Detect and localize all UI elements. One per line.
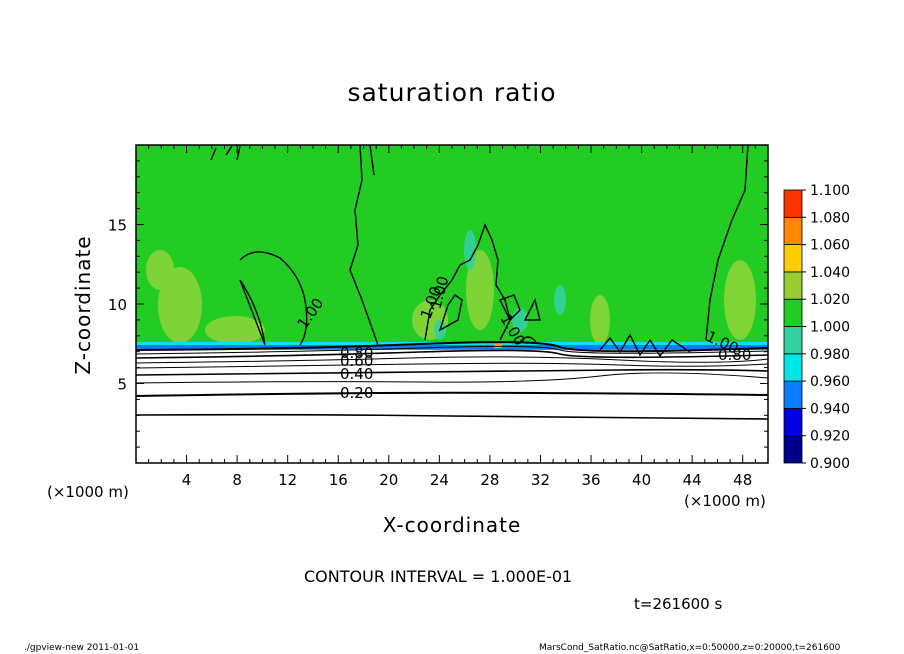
y-axis-label: Z-coordinate [71,235,95,375]
y-tick-label: 10 [108,296,127,314]
colorbar-label: 1.060 [810,238,850,254]
x-tick-label: 32 [531,471,550,489]
colorbar-label: 1.080 [810,210,850,226]
colorbar-swatch [783,189,803,218]
colorbar-swatch [783,298,803,327]
x-tick-label: 24 [430,471,449,489]
x-tick-label: 8 [232,471,242,489]
colorbar-swatch [783,244,803,273]
contour-label: 0.80 [340,344,373,362]
saturation-contours [210,145,749,358]
field-white [136,350,768,463]
contour-label: 0.60 [340,352,373,370]
contour-label: 0.20 [340,384,373,402]
contour-label: 0.40 [340,365,373,383]
plot-area: 0.20 0.40 0.60 0.80 1.00 1.00 1.00 1.00 … [136,145,768,463]
colorbar-swatch [783,271,803,300]
lower-contours [136,341,768,420]
x-axis: 4 8 12 16 20 24 28 32 36 40 44 48 [148,145,756,489]
colorbar-label: 0.920 [810,429,850,445]
x-axis-label: X-coordinate [382,513,522,537]
x-tick-label: 44 [683,471,702,489]
colorbar-label: 1.000 [810,320,850,336]
x-tick-label: 20 [379,471,398,489]
colorbar-label: 0.940 [810,401,850,417]
footer-left: ./gpview-new 2011-01-01 [24,643,140,653]
x-tick-label: 28 [480,471,499,489]
colorbar-label: 0.900 [810,456,850,472]
colorbar-swatch [783,353,803,382]
colorbar-label: 1.040 [810,265,850,281]
footer-right: MarsCond_SatRatio.nc@SatRatio,x=0:50000,… [539,643,841,653]
colorbar-swatch [783,326,803,355]
x-tick-label: 40 [632,471,651,489]
time-label: t=261600 s [634,595,723,613]
colorbar-label: 1.100 [810,183,850,199]
contour-label: 0.80 [718,346,751,364]
colorbar-swatch [783,407,803,437]
colorbar-label: 0.960 [810,374,850,390]
field-green [136,145,768,350]
colorbar-label: 0.980 [810,347,850,363]
x-axis-unit-left: (×1000 m) [47,483,129,501]
colorbar-swatch [783,216,803,246]
chart-title: saturation ratio [347,78,557,107]
y-tick-label: 15 [108,217,127,235]
x-tick-label: 36 [581,471,600,489]
contour-interval: CONTOUR INTERVAL = 1.000E-01 [304,567,573,586]
x-axis-unit-right: (×1000 m) [684,492,766,510]
x-tick-label: 4 [182,471,192,489]
x-tick-label: 12 [278,471,297,489]
x-tick-label: 16 [329,471,348,489]
y-axis: 5 10 15 [108,160,768,448]
y-tick-label: 5 [117,376,127,394]
x-tick-label: 48 [733,471,752,489]
colorbar-swatch [783,435,803,464]
colorbar: 0.900 0.920 0.940 0.960 0.980 1.000 1.020 1.040… [783,183,850,472]
colorbar-label: 1.020 [810,292,850,308]
colorbar-swatch [783,380,803,409]
